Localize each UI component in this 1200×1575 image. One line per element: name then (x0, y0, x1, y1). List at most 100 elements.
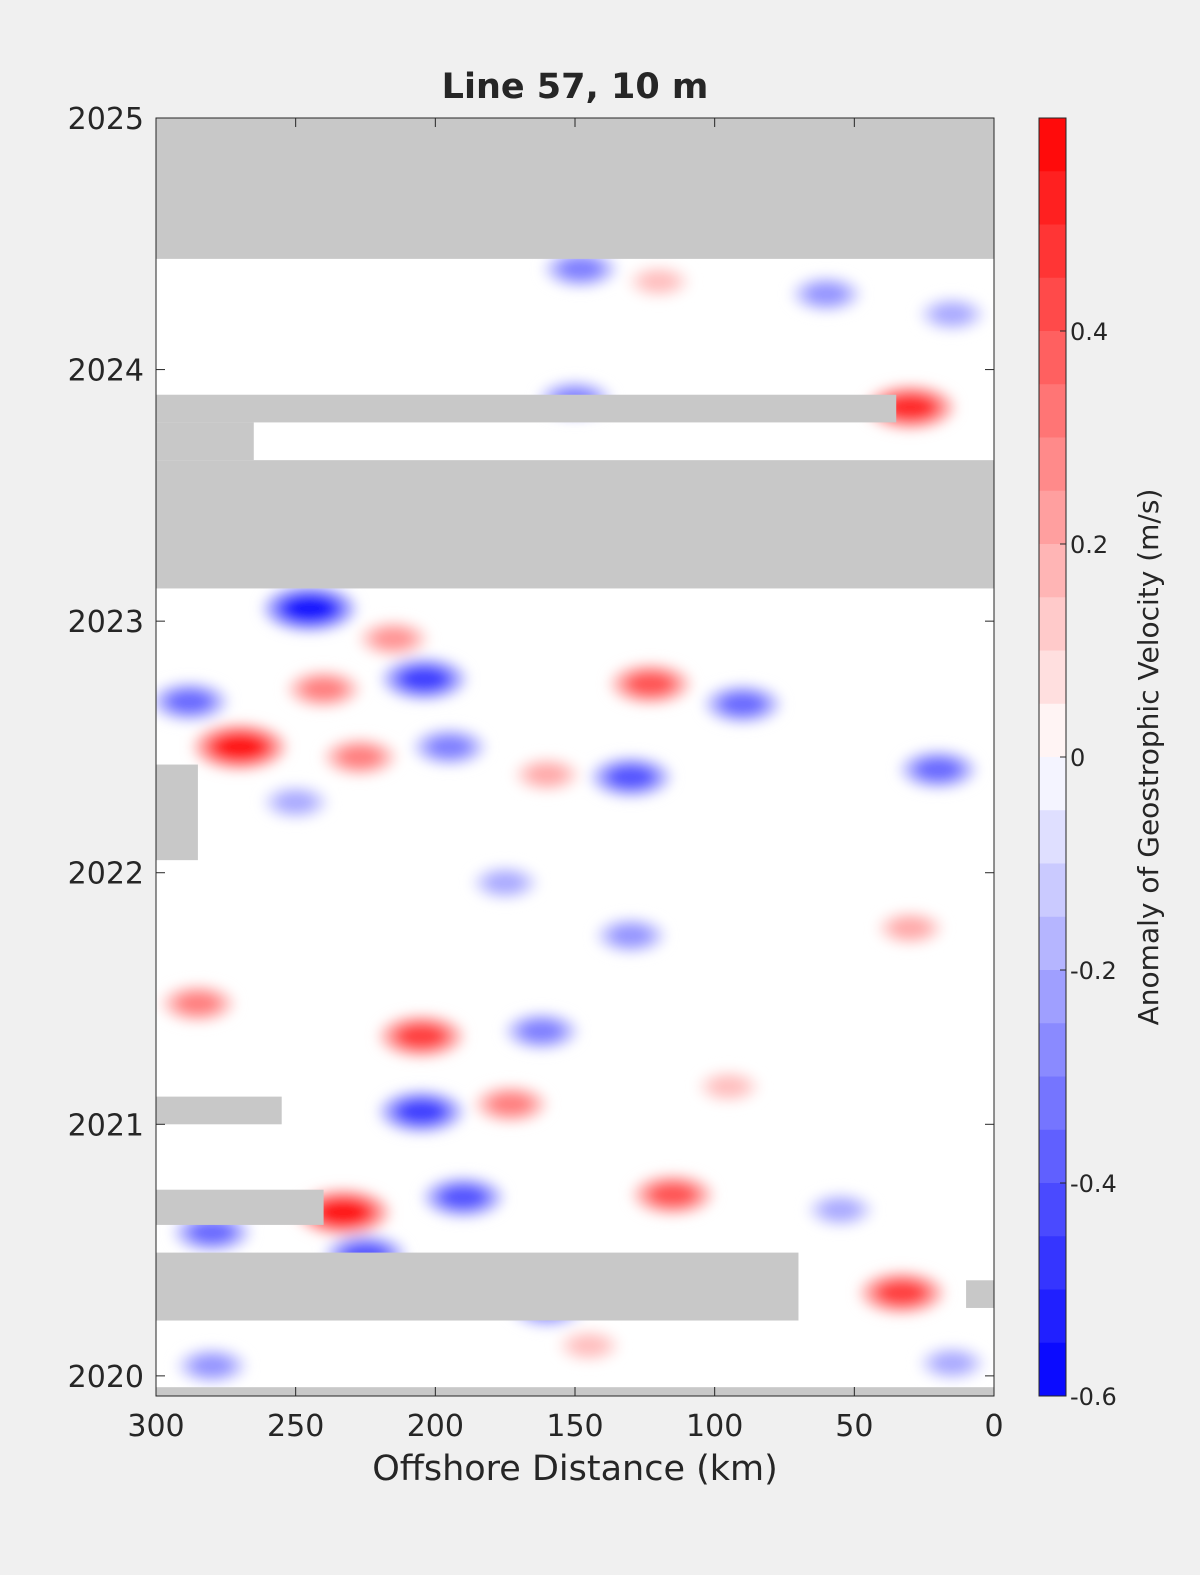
anomaly-contour (215, 734, 264, 760)
anomaly-feature (513, 757, 581, 793)
anomaly-contour (430, 737, 469, 757)
chart-title: Line 57, 10 m (442, 67, 709, 107)
x-tick-label: 200 (407, 1409, 464, 1444)
anomaly-feature (422, 1176, 505, 1219)
y-tick-label: 2024 (68, 354, 144, 389)
colorbar-band (1039, 1342, 1066, 1397)
anomaly-feature (627, 264, 690, 299)
x-tick-label: 150 (546, 1409, 603, 1444)
colorbar-band (1039, 757, 1066, 811)
x-axis-label: Offshore Distance (km) (372, 1449, 778, 1489)
colorbar-band (1039, 1183, 1066, 1237)
anomaly-contour (629, 673, 672, 695)
anomaly-contour (642, 273, 675, 290)
y-tick-label: 2020 (68, 1360, 144, 1395)
anomaly-feature (557, 1329, 621, 1363)
colorbar-band (1039, 1023, 1066, 1077)
y-tick-label: 2022 (68, 857, 144, 892)
missing-data-region (966, 1280, 994, 1308)
anomaly-feature (286, 669, 361, 709)
anomaly-feature (918, 1345, 986, 1381)
anomaly-contour (491, 1094, 530, 1115)
anomaly-feature (589, 756, 673, 799)
anomaly-feature (858, 1270, 945, 1315)
anomaly-feature (378, 1089, 465, 1134)
anomaly-feature (791, 275, 862, 313)
anomaly-feature (807, 1192, 874, 1228)
y-axis: 2020 2021 2022 2023 2024 2025 (68, 102, 994, 1395)
anomaly-feature (262, 584, 357, 633)
anomaly-contour (887, 395, 934, 420)
anomaly-contour (609, 766, 652, 788)
colorbar-label: Anomaly of Geostrophic Velocity (m/s) (1132, 489, 1165, 1026)
missing-data-region (156, 1189, 324, 1225)
anomaly-contour (193, 1356, 230, 1376)
anomaly-contour (442, 1186, 485, 1209)
x-axis: 300 250 200 150 100 50 0 (127, 118, 1004, 1444)
colorbar-tick-label: -0.4 (1070, 1170, 1117, 1198)
anomaly-feature (176, 1347, 248, 1385)
y-tick-label: 2025 (68, 102, 144, 137)
colorbar-tick-label: -0.2 (1070, 957, 1117, 985)
colorbar-band (1039, 810, 1066, 864)
colorbar-band (1039, 544, 1066, 598)
anomaly-feature (381, 657, 468, 701)
colorbar (1039, 118, 1066, 1397)
anomaly-contour (522, 1021, 561, 1042)
colorbar-band (1039, 490, 1066, 545)
colorbar-tick-label: -0.6 (1070, 1383, 1117, 1411)
anomaly-contour (375, 629, 412, 649)
colorbar-band (1039, 437, 1066, 492)
anomaly-feature (472, 865, 539, 901)
anomaly-contour (285, 596, 334, 621)
colorbar-band (1039, 171, 1066, 225)
colorbar-band (1039, 277, 1066, 332)
anomaly-feature (192, 723, 287, 771)
x-tick-label: 0 (984, 1409, 1003, 1444)
anomaly-feature (412, 727, 487, 767)
anomaly-contour (573, 1337, 605, 1355)
x-tick-label: 100 (686, 1409, 743, 1444)
anomaly-contour (808, 284, 845, 304)
anomaly-contour (488, 873, 523, 892)
anomaly-contour (935, 1354, 970, 1373)
colorbar-band (1039, 703, 1066, 758)
colorbar-ticks: -0.6 -0.4 -0.2 0 0.2 0.4 (1060, 318, 1117, 1411)
anomaly-feature (262, 784, 329, 820)
colorbar-band (1039, 1076, 1066, 1131)
anomaly-feature (378, 1014, 465, 1059)
anomaly-feature (609, 663, 692, 706)
anomaly-feature (504, 1011, 579, 1051)
anomaly-contour (304, 679, 343, 699)
anomaly-feature (358, 620, 429, 658)
anomaly-contour (651, 1183, 694, 1206)
anomaly-contour (935, 305, 970, 324)
colorbar-band (1039, 970, 1066, 1024)
anomaly-contour (879, 1281, 924, 1305)
anomaly-feature (473, 1084, 548, 1124)
x-tick-label: 250 (267, 1409, 324, 1444)
anomaly-feature (697, 1070, 760, 1104)
missing-data-region (156, 118, 994, 259)
anomaly-feature (877, 910, 944, 946)
x-tick-label: 300 (127, 1409, 184, 1444)
missing-data-region (156, 422, 254, 461)
y-tick-label: 2023 (68, 605, 144, 640)
x-tick-label: 50 (835, 1409, 873, 1444)
anomaly-contour (178, 993, 217, 1014)
plot-background (156, 118, 994, 1396)
anomaly-contour (278, 793, 313, 812)
anomaly-feature (156, 681, 229, 722)
anomaly-contour (561, 259, 600, 279)
colorbar-band (1039, 224, 1066, 279)
colorbar-band (1039, 118, 1066, 172)
anomaly-contour (399, 1100, 444, 1123)
anomaly-contour (399, 1025, 444, 1048)
anomaly-contour (612, 926, 649, 946)
colorbar-tick-label: 0.4 (1070, 318, 1108, 346)
anomaly-feature (595, 917, 667, 954)
missing-data-region (156, 394, 897, 423)
anomaly-contour (318, 1200, 368, 1225)
anomaly-contour (530, 765, 565, 784)
anomaly-feature (543, 249, 618, 289)
